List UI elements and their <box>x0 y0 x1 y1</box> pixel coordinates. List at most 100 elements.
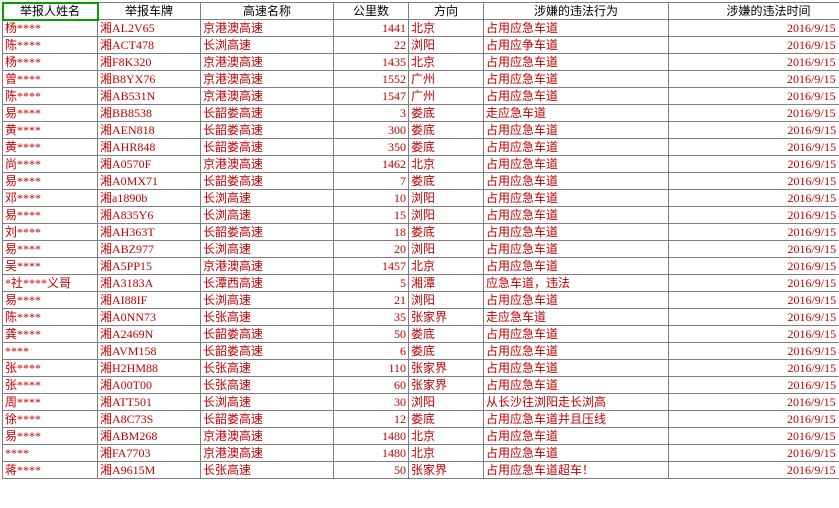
table-row: 黄****湘AEN818长韶娄高速300娄底占用应急车道2016/9/15 11… <box>3 122 839 139</box>
cell-0: 黄**** <box>3 122 98 139</box>
cell-1: 湘A0MX71 <box>98 173 201 190</box>
cell-2: 长韶娄高速 <box>201 173 334 190</box>
cell-6: 2016/9/15 11:44 <box>669 309 839 326</box>
table-row: 陈****湘A0NN73长张高速35张家界走应急车道2016/9/15 11:4… <box>3 309 839 326</box>
cell-6: 2016/9/15 10:57 <box>669 88 839 105</box>
cell-3: 1547 <box>334 88 409 105</box>
cell-5: 占用应急车道 <box>484 207 669 224</box>
cell-2: 长张高速 <box>201 309 334 326</box>
cell-0: 易**** <box>3 207 98 224</box>
col-header-3[interactable]: 公里数 <box>334 3 409 20</box>
cell-6: 2016/9/15 13:19 <box>669 428 839 445</box>
cell-3: 1552 <box>334 71 409 88</box>
cell-3: 10 <box>334 190 409 207</box>
cell-2: 京港澳高速 <box>201 258 334 275</box>
cell-3: 15 <box>334 207 409 224</box>
cell-6: 2016/9/15 11:38 <box>669 275 839 292</box>
col-header-5[interactable]: 涉嫌的违法行为 <box>484 3 669 20</box>
cell-0: 徐**** <box>3 411 98 428</box>
cell-0: 陈**** <box>3 37 98 54</box>
col-header-1[interactable]: 举报车牌 <box>98 3 201 20</box>
cell-5: 占用应急车道并且压线 <box>484 411 669 428</box>
cell-4: 娄底 <box>409 122 484 139</box>
cell-2: 京港澳高速 <box>201 156 334 173</box>
cell-6: 2016/9/15 11:13 <box>669 122 839 139</box>
cell-3: 18 <box>334 224 409 241</box>
cell-4: 浏阳 <box>409 190 484 207</box>
cell-4: 浏阳 <box>409 207 484 224</box>
cell-1: 湘AH363T <box>98 224 201 241</box>
cell-0: 周**** <box>3 394 98 411</box>
cell-0: 易**** <box>3 241 98 258</box>
cell-6: 2016/9/15 10:53 <box>669 71 839 88</box>
cell-4: 浏阳 <box>409 241 484 258</box>
cell-6: 2016/9/15 11:45 <box>669 326 839 343</box>
cell-2: 长张高速 <box>201 377 334 394</box>
table-row: ****湘FA7703京港澳高速1480北京占用应急车道2016/9/15 13… <box>3 445 839 462</box>
cell-2: 长韶娄高速 <box>201 411 334 428</box>
cell-6: 2016/9/15 11:30 <box>669 258 839 275</box>
cell-5: 占用应急车道超车！ <box>484 462 669 479</box>
cell-1: 湘A0NN73 <box>98 309 201 326</box>
cell-3: 5 <box>334 275 409 292</box>
cell-4: 娄底 <box>409 224 484 241</box>
cell-4: 北京 <box>409 428 484 445</box>
cell-3: 50 <box>334 326 409 343</box>
table-row: 黄****湘AHR848长韶娄高速350娄底占用应急车道2016/9/15 11… <box>3 139 839 156</box>
table-row: 刘****湘AH363T长韶娄高速18娄底占用应急车道2016/9/15 11:… <box>3 224 839 241</box>
col-header-2[interactable]: 高速名称 <box>201 3 334 20</box>
cell-2: 京港澳高速 <box>201 54 334 71</box>
cell-2: 京港澳高速 <box>201 20 334 37</box>
table-row: 杨****湘F8K320京港澳高速1435北京占用应急车道2016/9/15 1… <box>3 54 839 71</box>
cell-2: 京港澳高速 <box>201 71 334 88</box>
cell-6: 2016/9/15 11:24 <box>669 190 839 207</box>
cell-0: 杨**** <box>3 54 98 71</box>
cell-0: 陈**** <box>3 88 98 105</box>
table-row: 易****湘AI88IF长浏高速21浏阳占用应急车道2016/9/15 11:3… <box>3 292 839 309</box>
cell-6: 2016/9/15 11:59 <box>669 377 839 394</box>
cell-4: 张家界 <box>409 462 484 479</box>
cell-2: 长张高速 <box>201 360 334 377</box>
cell-6: 2016/9/15 11:24 <box>669 207 839 224</box>
cell-4: 浏阳 <box>409 292 484 309</box>
col-header-4[interactable]: 方向 <box>409 3 484 20</box>
cell-5: 占用应急车道 <box>484 360 669 377</box>
cell-2: 京港澳高速 <box>201 88 334 105</box>
table-row: *社****义哥湘A3183A长潭西高速5湘潭应急车道，违法2016/9/15 … <box>3 275 839 292</box>
col-header-0[interactable]: 举报人姓名 <box>3 3 98 20</box>
cell-5: 占用应争车道 <box>484 37 669 54</box>
cell-1: 湘A5PP15 <box>98 258 201 275</box>
col-header-6[interactable]: 涉嫌的违法时间 <box>669 3 839 20</box>
cell-5: 占用应急车道 <box>484 54 669 71</box>
cell-3: 1457 <box>334 258 409 275</box>
cell-4: 北京 <box>409 20 484 37</box>
cell-2: 长浏高速 <box>201 241 334 258</box>
cell-4: 北京 <box>409 54 484 71</box>
cell-3: 1435 <box>334 54 409 71</box>
cell-2: 长韶娄高速 <box>201 139 334 156</box>
cell-5: 占用应急车道 <box>484 20 669 37</box>
table-row: 陈****湘AB531N京港澳高速1547广州占用应急车道2016/9/15 1… <box>3 88 839 105</box>
cell-4: 广州 <box>409 71 484 88</box>
table-row: 曾****湘B8YX76京港澳高速1552广州占用应急车道2016/9/15 1… <box>3 71 839 88</box>
cell-5: 占用应急车道 <box>484 173 669 190</box>
cell-3: 21 <box>334 292 409 309</box>
cell-5: 占用应急车道 <box>484 241 669 258</box>
cell-0: 邓**** <box>3 190 98 207</box>
cell-6: 2016/9/15 11:38 <box>669 292 839 309</box>
cell-1: 湘AL2V65 <box>98 20 201 37</box>
cell-4: 娄底 <box>409 411 484 428</box>
table-row: 易****湘A0MX71长韶娄高速7娄底占用应急车道2016/9/15 11:2… <box>3 173 839 190</box>
cell-0: 曾**** <box>3 71 98 88</box>
cell-4: 湘潭 <box>409 275 484 292</box>
table-row: 易****湘A835Y6长浏高速15浏阳占用应急车道2016/9/15 11:2… <box>3 207 839 224</box>
table-row: 易****湘BB8538长韶娄高速3娄底走应急车道2016/9/15 10:58 <box>3 105 839 122</box>
cell-6: 2016/9/15 10:53 <box>669 54 839 71</box>
cell-3: 1480 <box>334 428 409 445</box>
cell-3: 60 <box>334 377 409 394</box>
cell-5: 占用应急车道 <box>484 258 669 275</box>
cell-1: 湘A0570F <box>98 156 201 173</box>
cell-4: 娄底 <box>409 173 484 190</box>
cell-1: 湘AI88IF <box>98 292 201 309</box>
table-row: 陈****湘ACT478长浏高速22浏阳占用应争车道2016/9/15 10:5… <box>3 37 839 54</box>
